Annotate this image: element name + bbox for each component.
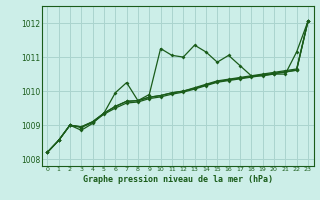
X-axis label: Graphe pression niveau de la mer (hPa): Graphe pression niveau de la mer (hPa) [83, 175, 273, 184]
